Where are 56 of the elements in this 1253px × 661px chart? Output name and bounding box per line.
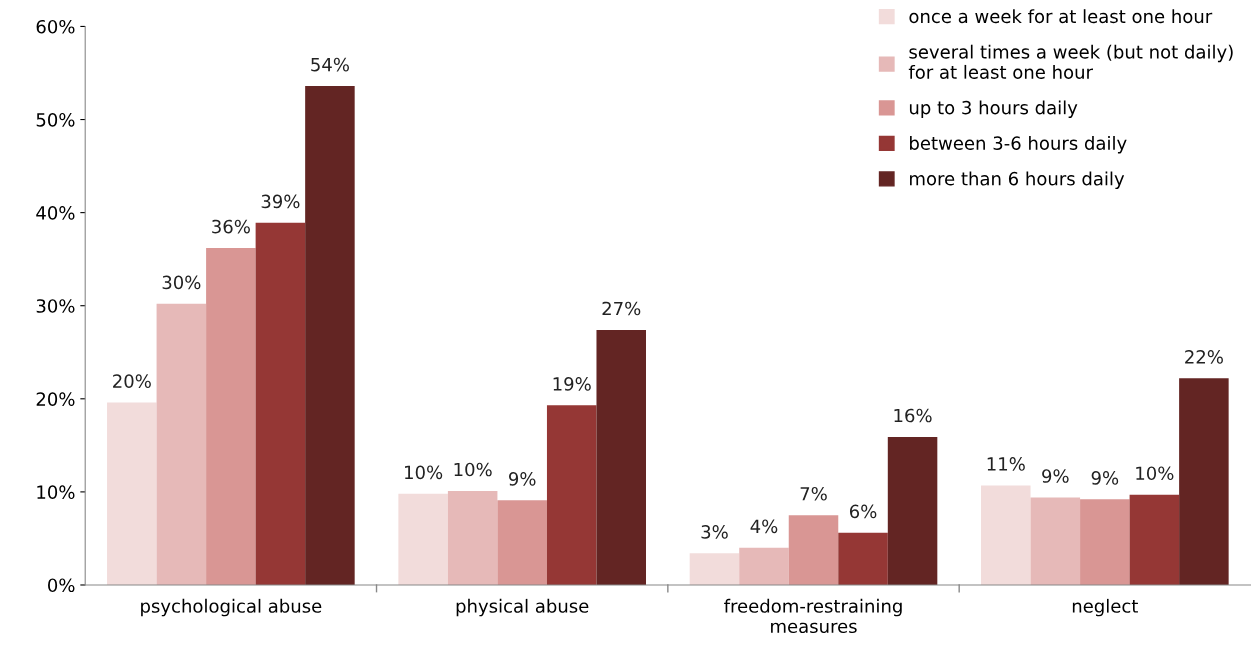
bar: [981, 485, 1031, 585]
y-tick-label: 30%: [36, 299, 75, 313]
y-tick-label: 20%: [36, 392, 75, 406]
bar: [255, 222, 306, 585]
data-label: 39%: [261, 194, 300, 209]
data-label: 19%: [553, 377, 591, 391]
bar: [1080, 499, 1130, 585]
bar: [206, 248, 256, 585]
y-tick-label: 40%: [36, 206, 75, 220]
bar: [689, 553, 740, 585]
y-tick-label: 60%: [36, 19, 75, 34]
data-label: 9%: [1091, 471, 1119, 485]
bar: [1030, 497, 1081, 585]
data-label: 10%: [405, 465, 443, 480]
bar: [1179, 378, 1229, 585]
data-label: 7%: [800, 486, 827, 501]
data-label: 6%: [849, 504, 877, 519]
y-tick-label: 10%: [37, 485, 75, 500]
x-tick-label: freedom-restraining measures: [724, 598, 902, 634]
y-tick-label: 0%: [48, 578, 75, 593]
data-label: 11%: [987, 457, 1025, 471]
legend-label: several times a week (but not daily) for at least one hour: [908, 44, 1233, 79]
legend-label: between 3-6 hours daily: [910, 135, 1127, 154]
bar: [546, 405, 597, 585]
data-label: 10%: [1136, 466, 1174, 481]
data-label: 4%: [750, 519, 778, 534]
bar: [497, 500, 547, 585]
bar: [739, 547, 789, 585]
x-tick-label: neglect: [1072, 598, 1138, 617]
bar: [788, 515, 839, 585]
bar: [838, 532, 888, 585]
data-label: 20%: [113, 374, 151, 388]
legend-label: once a week for at least one hour: [909, 9, 1213, 24]
bar: [398, 493, 448, 585]
data-label: 22%: [1185, 350, 1223, 364]
bar: [156, 303, 207, 585]
bar: [1129, 494, 1180, 585]
bar: [447, 490, 498, 585]
data-label: 3%: [701, 525, 728, 539]
data-label: 54%: [311, 57, 349, 72]
data-label: 16%: [894, 408, 932, 423]
data-label: 27%: [602, 301, 641, 316]
legend-label: up to 3 hours daily: [909, 100, 1078, 118]
data-label: 30%: [162, 275, 201, 290]
data-label: 9%: [1042, 469, 1069, 483]
bar: [596, 329, 646, 585]
data-label: 9%: [509, 472, 536, 486]
bar: [107, 402, 157, 585]
bar: [887, 436, 938, 585]
data-label: 36%: [212, 219, 250, 234]
x-tick-label: psychological abuse: [141, 598, 322, 617]
x-tick-label: physical abuse: [456, 598, 589, 617]
bar: [305, 86, 355, 585]
legend-label: more than 6 hours daily: [910, 171, 1125, 189]
data-label: 10%: [454, 462, 492, 477]
y-tick-label: 50%: [36, 112, 75, 127]
